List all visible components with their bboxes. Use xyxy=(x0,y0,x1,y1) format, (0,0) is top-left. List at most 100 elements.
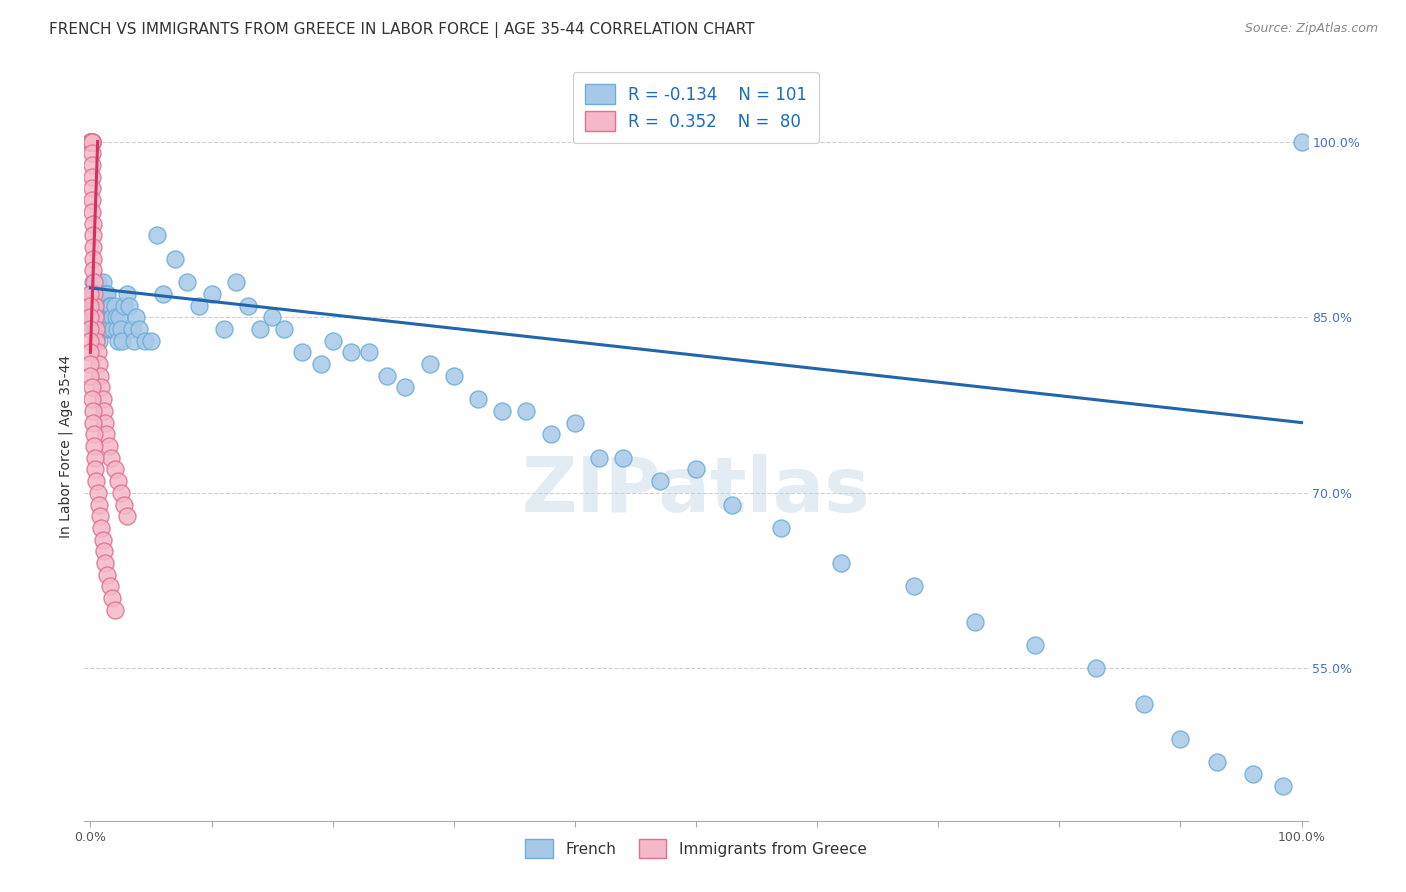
Point xyxy=(236,299,259,313)
Point xyxy=(212,322,235,336)
Point xyxy=(322,334,344,348)
Point xyxy=(97,299,120,313)
Point xyxy=(1272,779,1295,793)
Point xyxy=(90,310,112,325)
Point xyxy=(82,181,104,195)
Point xyxy=(86,310,108,325)
Point xyxy=(110,486,132,500)
Point xyxy=(515,404,537,418)
Point xyxy=(104,299,127,313)
Point xyxy=(86,474,108,488)
Point xyxy=(96,310,118,325)
Point xyxy=(963,615,986,629)
Point xyxy=(139,334,162,348)
Point xyxy=(903,580,925,594)
Text: ZIPatlas: ZIPatlas xyxy=(522,454,870,528)
Point xyxy=(375,368,398,383)
Point xyxy=(83,427,105,442)
Point xyxy=(90,380,112,394)
Point xyxy=(90,521,112,535)
Point xyxy=(612,450,634,465)
Point xyxy=(225,275,247,289)
Point xyxy=(82,416,104,430)
Point xyxy=(83,286,105,301)
Point xyxy=(83,275,105,289)
Point xyxy=(86,275,108,289)
Point xyxy=(82,252,104,266)
Point xyxy=(115,509,138,524)
Point xyxy=(94,310,117,325)
Point xyxy=(721,498,744,512)
Point xyxy=(80,135,103,149)
Point xyxy=(84,310,107,325)
Point xyxy=(93,310,115,325)
Point xyxy=(146,228,169,243)
Point xyxy=(188,299,211,313)
Point xyxy=(394,380,416,394)
Point xyxy=(291,345,314,359)
Point xyxy=(84,450,107,465)
Point xyxy=(111,334,134,348)
Point xyxy=(90,286,112,301)
Point xyxy=(87,498,110,512)
Point xyxy=(564,416,586,430)
Point xyxy=(80,135,103,149)
Point xyxy=(96,567,118,582)
Point xyxy=(110,322,132,336)
Point xyxy=(80,392,103,407)
Point xyxy=(104,603,127,617)
Point xyxy=(340,345,363,359)
Point xyxy=(152,286,174,301)
Point xyxy=(86,334,108,348)
Point xyxy=(128,322,150,336)
Point xyxy=(84,322,107,336)
Point xyxy=(97,439,120,453)
Point xyxy=(79,368,101,383)
Point xyxy=(80,135,103,149)
Point xyxy=(89,368,111,383)
Point xyxy=(103,322,125,336)
Point xyxy=(118,299,141,313)
Point xyxy=(82,299,104,313)
Point xyxy=(93,544,115,558)
Point xyxy=(80,135,103,149)
Point xyxy=(107,334,129,348)
Point xyxy=(87,286,110,301)
Point xyxy=(80,380,103,394)
Point xyxy=(1133,697,1156,711)
Point xyxy=(79,357,101,371)
Point xyxy=(80,158,103,172)
Point xyxy=(108,310,131,325)
Point xyxy=(104,310,127,325)
Point xyxy=(79,135,101,149)
Point xyxy=(200,286,222,301)
Point xyxy=(262,310,284,325)
Point xyxy=(1170,731,1192,746)
Point xyxy=(1024,638,1046,652)
Point xyxy=(80,310,103,325)
Point xyxy=(83,299,105,313)
Point xyxy=(115,286,138,301)
Point xyxy=(540,427,562,442)
Point xyxy=(87,357,110,371)
Text: Source: ZipAtlas.com: Source: ZipAtlas.com xyxy=(1244,22,1378,36)
Point xyxy=(1241,766,1264,781)
Legend: French, Immigrants from Greece: French, Immigrants from Greece xyxy=(517,831,875,865)
Point xyxy=(112,498,135,512)
Point xyxy=(82,193,104,207)
Point xyxy=(96,310,118,325)
Point xyxy=(122,334,145,348)
Point xyxy=(101,591,124,606)
Point xyxy=(87,334,110,348)
Point xyxy=(82,322,104,336)
Point xyxy=(86,322,108,336)
Point xyxy=(357,345,380,359)
Point xyxy=(588,450,610,465)
Point xyxy=(491,404,513,418)
Point xyxy=(98,322,121,336)
Point xyxy=(80,135,103,149)
Point xyxy=(98,299,121,313)
Point xyxy=(769,521,792,535)
Point xyxy=(83,286,105,301)
Point xyxy=(96,286,118,301)
